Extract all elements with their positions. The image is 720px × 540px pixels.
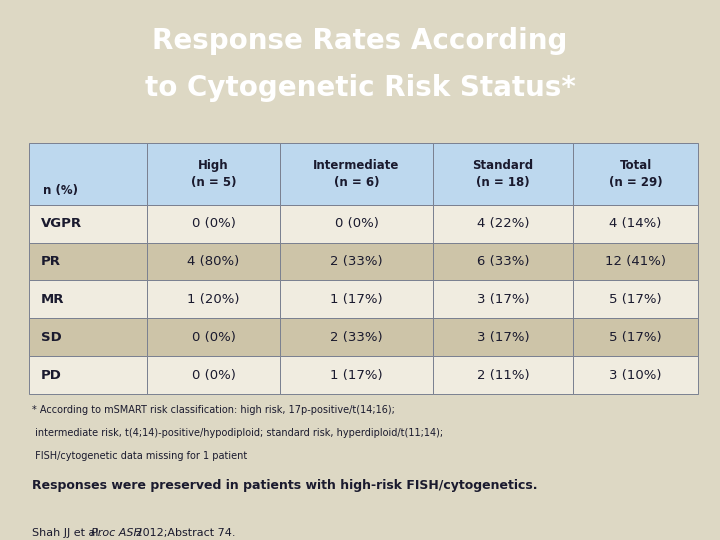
Text: Total
(n = 29): Total (n = 29) bbox=[609, 159, 662, 189]
Text: 0 (0%): 0 (0%) bbox=[192, 369, 235, 382]
Text: Response Rates According: Response Rates According bbox=[153, 27, 567, 55]
Text: intermediate risk, t(4;14)-positive/hypodiploid; standard risk, hyperdiploid/t(1: intermediate risk, t(4;14)-positive/hypo… bbox=[32, 428, 444, 438]
Text: * According to mSMART risk classification: high risk, 17p-positive/t(14;16);: * According to mSMART risk classificatio… bbox=[32, 405, 395, 415]
Text: 2 (11%): 2 (11%) bbox=[477, 369, 529, 382]
Text: 12 (41%): 12 (41%) bbox=[606, 255, 666, 268]
Text: SD: SD bbox=[40, 331, 61, 344]
Text: 2012;Abstract 74.: 2012;Abstract 74. bbox=[132, 528, 236, 538]
Text: 0 (0%): 0 (0%) bbox=[192, 331, 235, 344]
Text: to Cytogenetic Risk Status*: to Cytogenetic Risk Status* bbox=[145, 75, 575, 102]
Text: Shah JJ et al.: Shah JJ et al. bbox=[32, 528, 106, 538]
Text: Standard
(n = 18): Standard (n = 18) bbox=[472, 159, 534, 189]
Text: 4 (14%): 4 (14%) bbox=[610, 217, 662, 230]
Text: 5 (17%): 5 (17%) bbox=[609, 331, 662, 344]
Text: MR: MR bbox=[40, 293, 64, 306]
Text: 4 (22%): 4 (22%) bbox=[477, 217, 529, 230]
Text: 1 (17%): 1 (17%) bbox=[330, 293, 383, 306]
Text: 0 (0%): 0 (0%) bbox=[335, 217, 379, 230]
Text: n (%): n (%) bbox=[43, 184, 78, 197]
Text: 0 (0%): 0 (0%) bbox=[192, 217, 235, 230]
Text: 2 (33%): 2 (33%) bbox=[330, 331, 383, 344]
Text: 1 (20%): 1 (20%) bbox=[187, 293, 240, 306]
Text: 1 (17%): 1 (17%) bbox=[330, 369, 383, 382]
Text: FISH/cytogenetic data missing for 1 patient: FISH/cytogenetic data missing for 1 pati… bbox=[32, 451, 248, 462]
Text: 5 (17%): 5 (17%) bbox=[609, 293, 662, 306]
Text: VGPR: VGPR bbox=[40, 217, 82, 230]
Text: PR: PR bbox=[40, 255, 60, 268]
Text: 4 (80%): 4 (80%) bbox=[187, 255, 240, 268]
Text: 2 (33%): 2 (33%) bbox=[330, 255, 383, 268]
Text: 6 (33%): 6 (33%) bbox=[477, 255, 529, 268]
Text: 3 (10%): 3 (10%) bbox=[609, 369, 662, 382]
Text: Responses were preserved in patients with high-risk FISH/cytogenetics.: Responses were preserved in patients wit… bbox=[32, 480, 538, 492]
Text: 3 (17%): 3 (17%) bbox=[477, 293, 529, 306]
Text: PD: PD bbox=[40, 369, 61, 382]
Text: High
(n = 5): High (n = 5) bbox=[191, 159, 236, 189]
Text: 3 (17%): 3 (17%) bbox=[477, 331, 529, 344]
Text: Proc ASH: Proc ASH bbox=[91, 528, 143, 538]
Text: Intermediate
(n = 6): Intermediate (n = 6) bbox=[313, 159, 400, 189]
